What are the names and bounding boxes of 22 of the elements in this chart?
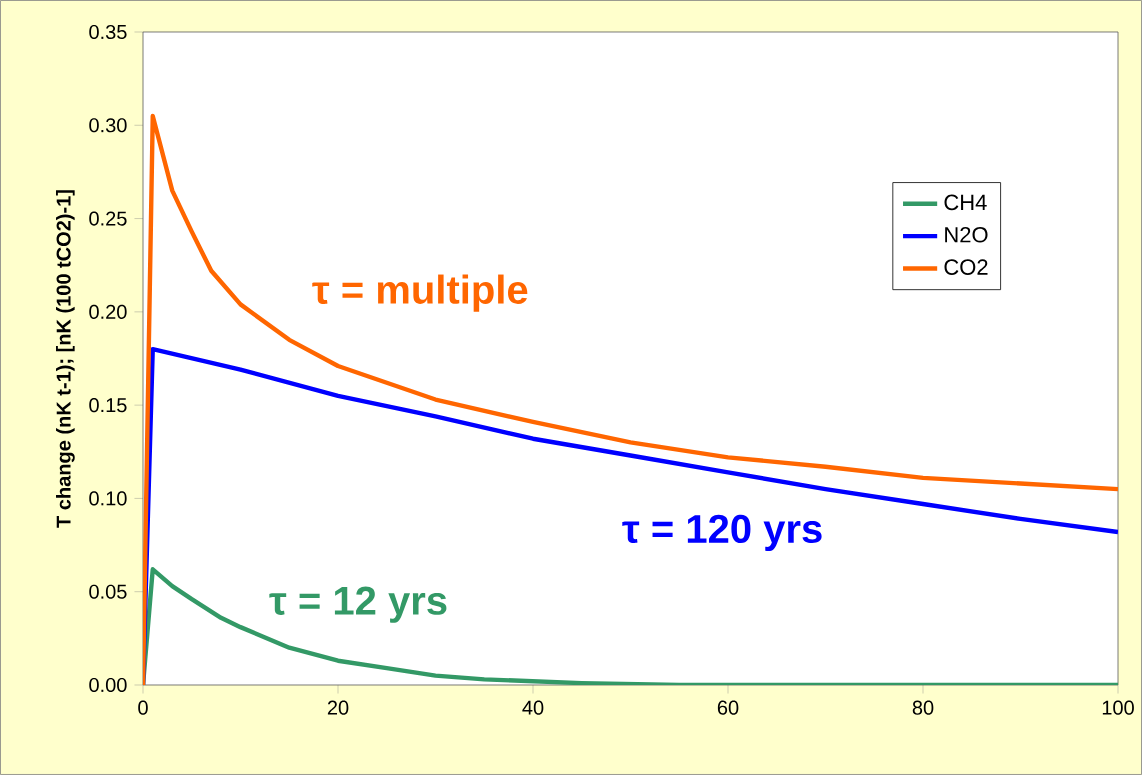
legend-label: N2O [945,226,988,243]
y-tick-label: 0.00 [89,677,127,693]
x-tick-label: 100 [1102,700,1134,715]
annotation: τ = 120 yrs [622,514,822,551]
line-series [143,113,1118,685]
legend-label: CH4 [944,194,987,211]
y-tick-label: 0.15 [89,398,127,413]
y-tick-label: 0.25 [89,211,127,226]
x-tick-label: 60 [717,700,739,715]
y-tick-label: 0.10 [89,491,127,506]
annotation: τ = 12 yrs [269,586,447,623]
y-tick-label: 0.05 [89,584,127,599]
y-tick-label: 0.35 [89,24,127,40]
x-tick-label: 40 [522,700,544,715]
x-tick-label: 0 [138,700,148,715]
y-tick-label: 0.20 [89,304,127,319]
x-tick-label: 80 [912,700,934,715]
annotation: τ = multiple [312,274,528,312]
y-tick-label: 0.30 [89,118,127,133]
legend-label: CO2 [944,259,988,275]
y-axis-title: T change (nK t-1); [nK (100 tCO2)-1] [56,190,75,528]
x-tick-label: 20 [327,700,349,715]
